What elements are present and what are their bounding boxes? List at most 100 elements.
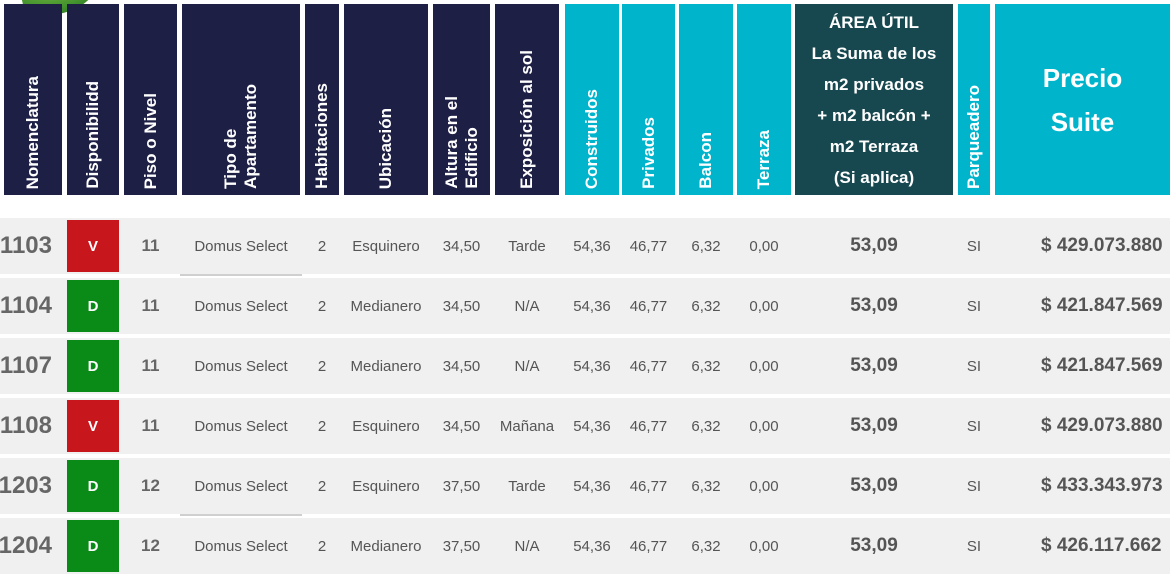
ubicacion-cell: Esquinero [352, 417, 420, 435]
header-disponibilidad: Disponibilidd [67, 4, 119, 195]
piso-cell: 11 [141, 236, 160, 255]
header-tipo: Tipo de Apartamento [182, 4, 300, 195]
altura-cell: 37,50 [442, 477, 481, 495]
area-util-cell: 53,09 [850, 535, 898, 556]
area-util-cell: 53,09 [850, 355, 898, 376]
exposicion-cell: Tarde [508, 477, 546, 495]
terraza-cell: 0,00 [749, 237, 779, 255]
table-row[interactable]: 1103 V 11 Domus Select 2 Esquinero 34,50 Tarde 5… [0, 216, 1170, 276]
header-habitaciones-label: Habitaciones [312, 83, 331, 189]
disponibilidad-badge: V [67, 220, 119, 272]
habitaciones-cell: 2 [317, 537, 327, 555]
disponibilidad-badge: D [67, 340, 119, 392]
header-nomenclatura: Nomenclatura [4, 4, 62, 195]
parqueadero-cell: SI [966, 417, 982, 435]
header-terraza-label: Terraza [754, 129, 773, 189]
parqueadero-cell: SI [966, 537, 982, 555]
header-exposicion: Exposición al sol [495, 4, 559, 195]
table-row[interactable]: 1108 V 11 Domus Select 2 Esquinero 34,50 Mañana… [0, 396, 1170, 454]
header-privados: Privados [622, 4, 675, 195]
header-ubicacion: Ubicación [344, 4, 428, 195]
header-altura: Altura en el Edificio [433, 4, 490, 195]
area-util-cell: 53,09 [850, 475, 898, 496]
header-altura-label: Altura en el Edificio [441, 96, 481, 189]
exposicion-cell: Tarde [508, 237, 546, 255]
tipo-cell: Domus Select [194, 537, 288, 555]
habitaciones-cell: 2 [317, 297, 327, 315]
exposicion-cell: N/A [514, 537, 540, 555]
nomenclatura-cell: 1204 [0, 532, 52, 559]
parqueadero-cell: SI [966, 237, 982, 255]
parqueadero-cell: SI [966, 357, 982, 375]
precio-cell: $ 433.343.973 [1041, 475, 1163, 496]
disponibilidad-badge: D [67, 280, 119, 332]
ubicacion-cell: Esquinero [352, 237, 420, 255]
ubicacion-cell: Medianero [350, 297, 422, 315]
row-background [0, 398, 1170, 454]
nomenclatura-cell: 1203 [0, 472, 52, 499]
header-ubicacion-label: Ubicación [376, 107, 395, 189]
exposicion-cell: Mañana [499, 417, 555, 435]
table-row[interactable]: 1107 D 11 Domus Select 2 Medianero 34,50 N/A 54,… [0, 336, 1170, 394]
table-row[interactable]: 1204 D 12 Domus Select 2 Medianero 37,50 N/A 54,… [0, 516, 1170, 574]
terraza-cell: 0,00 [749, 477, 779, 495]
piso-cell: 11 [141, 296, 160, 315]
header-exposicion-label: Exposición al sol [517, 50, 536, 189]
row-background [0, 278, 1170, 334]
terraza-cell: 0,00 [749, 417, 779, 435]
construidos-cell: 54,36 [573, 237, 611, 255]
altura-cell: 34,50 [442, 417, 481, 435]
nomenclatura-cell: 1104 [0, 292, 52, 319]
construidos-cell: 54,36 [573, 357, 611, 375]
privados-cell: 46,77 [629, 357, 668, 375]
terraza-cell: 0,00 [749, 297, 779, 315]
construidos-cell: 54,36 [573, 297, 611, 315]
header-privados-label: Privados [638, 117, 658, 189]
habitaciones-cell: 2 [317, 237, 327, 255]
piso-cell: 12 [141, 536, 160, 555]
habitaciones-cell: 2 [317, 477, 327, 495]
table-row[interactable]: 1203 D 12 Domus Select 2 Esquinero 37,50 Tarde 5… [0, 456, 1170, 516]
header-balcon: Balcon [679, 4, 733, 195]
row-background [0, 218, 1170, 274]
precio-cell: $ 426.117.662 [1041, 535, 1162, 556]
balcon-cell: 6,32 [691, 237, 721, 255]
nomenclatura-cell: 1103 [0, 232, 52, 259]
header-area-util: ÁREA ÚTIL La Suma de los m2 privados + m… [795, 4, 953, 195]
header-parqueadero-label: Parqueadero [964, 85, 983, 189]
altura-cell: 37,50 [442, 537, 481, 555]
altura-cell: 34,50 [442, 297, 481, 315]
tipo-cell: Domus Select [194, 297, 288, 315]
balcon-cell: 6,32 [691, 357, 721, 375]
header-piso: Piso o Nivel [124, 4, 177, 195]
header-piso-label: Piso o Nivel [140, 92, 160, 189]
privados-cell: 46,77 [629, 417, 668, 435]
parqueadero-cell: SI [966, 477, 982, 495]
piso-cell: 12 [141, 476, 160, 495]
tipo-cell: Domus Select [194, 357, 288, 375]
privados-cell: 46,77 [629, 297, 668, 315]
header-terraza: Terraza [737, 4, 791, 195]
header-construidos-label: Construidos [582, 88, 601, 189]
precio-cell: $ 429.073.880 [1041, 235, 1163, 256]
area-util-cell: 53,09 [850, 235, 898, 256]
header-precio: Precio Suite [995, 4, 1170, 195]
balcon-cell: 6,32 [691, 537, 721, 555]
ubicacion-cell: Medianero [350, 537, 422, 555]
disponibilidad-badge: V [67, 400, 119, 452]
exposicion-cell: N/A [514, 297, 540, 315]
row-background [0, 458, 1170, 514]
table-row[interactable]: 1104 D 11 Domus Select 2 Medianero 34,50 N/A 54,… [0, 276, 1170, 334]
header-disponibilidad-label: Disponibilidd [83, 81, 102, 189]
construidos-cell: 54,36 [573, 537, 611, 555]
altura-cell: 34,50 [442, 237, 481, 255]
header-tipo-label: Tipo de Apartamento [221, 84, 260, 189]
ubicacion-cell: Esquinero [352, 477, 420, 495]
terraza-cell: 0,00 [749, 357, 779, 375]
row-divider [180, 274, 302, 276]
tipo-cell: Domus Select [194, 237, 288, 255]
balcon-cell: 6,32 [691, 477, 721, 495]
altura-cell: 34,50 [442, 357, 481, 375]
habitaciones-cell: 2 [317, 417, 327, 435]
construidos-cell: 54,36 [573, 417, 611, 435]
